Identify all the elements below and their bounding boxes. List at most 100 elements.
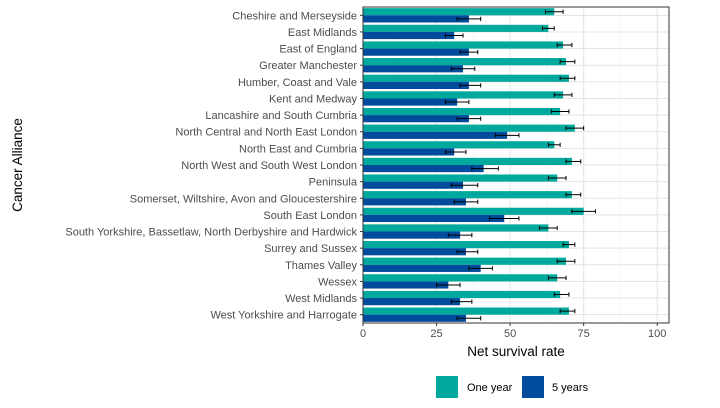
error-bar-one-year-east-of-england (556, 42, 573, 48)
legend: One year 5 years (436, 376, 589, 398)
y-tick-label-east-midlands: East Midlands (288, 27, 358, 39)
error-bar-one-year-lancashire-and-south-cumbria (550, 109, 570, 114)
error-bar-5-years-north-west-and-south-west-london (471, 166, 499, 171)
bar-5-years-lancashire-and-south-cumbria (363, 115, 469, 123)
y-tick-label-humber-coast-and-vale: Humber, Coast and Vale (238, 77, 357, 89)
error-bar-5-years-wessex (436, 282, 461, 288)
bar-one-year-somerset-wiltshire-avon-and-gloucestershire (363, 191, 572, 199)
y-tick-label-lancashire-and-south-cumbria: Lancashire and South Cumbria (205, 110, 358, 122)
error-bar-one-year-south-east-london (571, 209, 596, 214)
error-bar-one-year-south-yorkshire-bassetlaw-north-derbyshire-and-hardwick (539, 225, 558, 231)
x-tick-label-100: 100 (648, 328, 666, 340)
y-tick-label-north-east-and-cumbria: North East and Cumbria (239, 143, 358, 155)
error-bar-5-years-humber-coast-and-vale (459, 83, 482, 88)
bar-one-year-peninsula (363, 174, 558, 182)
bar-5-years-surrey-and-sussex (363, 248, 466, 256)
bar-one-year-greater-manchester (363, 58, 567, 66)
legend-label-5-years: 5 years (552, 382, 589, 394)
bar-one-year-lancashire-and-south-cumbria (363, 107, 561, 116)
bar-5-years-west-midlands (363, 298, 461, 306)
error-bar-5-years-surrey-and-sussex (456, 249, 479, 254)
bar-5-years-north-central-and-north-east-london (363, 131, 508, 139)
y-tick-label-wessex: Wessex (318, 276, 357, 288)
x-tick-label-75: 75 (578, 328, 590, 340)
bar-5-years-cheshire-and-merseyside (363, 15, 469, 23)
bar-5-years-west-yorkshire-and-harrogate (363, 314, 466, 322)
error-bar-one-year-thames-valley (556, 259, 576, 264)
y-tick-label-west-midlands: West Midlands (285, 293, 357, 305)
error-bar-one-year-west-midlands (553, 292, 570, 297)
bar-one-year-south-yorkshire-bassetlaw-north-derbyshire-and-hardwick (363, 224, 549, 232)
error-bar-one-year-surrey-and-sussex (562, 242, 576, 247)
bar-one-year-cheshire-and-merseyside (363, 8, 555, 16)
y-axis-title: Cancer Alliance (10, 118, 25, 212)
y-tick-label-west-yorkshire-and-harrogate: West Yorkshire and Harrogate (210, 310, 357, 322)
y-tick-label-kent-and-medway: Kent and Medway (269, 93, 358, 105)
y-tick-label-south-east-london: South East London (263, 210, 357, 222)
bar-5-years-greater-manchester (363, 65, 464, 73)
bar-one-year-north-central-and-north-east-london (363, 124, 575, 132)
x-tick-labels: 0 25 50 75 100 (360, 323, 666, 340)
error-bar-one-year-north-east-and-cumbria (547, 142, 561, 147)
bar-one-year-thames-valley (363, 257, 567, 265)
bar-5-years-east-midlands (363, 31, 455, 40)
error-bars (436, 9, 596, 321)
error-bar-one-year-east-midlands (541, 26, 555, 31)
y-tick-label-east-of-england: East of England (279, 44, 357, 56)
error-bar-one-year-humber-coast-and-vale (559, 76, 576, 81)
y-tick-label-peninsula: Peninsula (309, 177, 358, 189)
bar-5-years-somerset-wiltshire-avon-and-gloucestershire (363, 198, 466, 206)
legend-label-one-year: One year (467, 382, 513, 394)
bar-5-years-east-of-england (363, 48, 469, 56)
bar-one-year-east-of-england (363, 41, 564, 49)
bar-5-years-kent-and-medway (363, 98, 458, 106)
y-tick-label-thames-valley: Thames Valley (285, 260, 357, 272)
error-bar-one-year-wessex (547, 275, 567, 280)
error-bar-5-years-cheshire-and-merseyside (456, 16, 482, 22)
y-tick-label-greater-manchester: Greater Manchester (259, 60, 357, 72)
y-tick-labels: Cheshire and Merseyside East Midlands East… (65, 10, 363, 322)
error-bar-5-years-thames-valley (468, 266, 493, 271)
bar-one-year-humber-coast-and-vale (363, 74, 569, 82)
error-bar-5-years-south-east-london (489, 216, 520, 221)
bar-5-years-south-east-london (363, 214, 505, 223)
error-bar-one-year-kent-and-medway (553, 92, 573, 98)
bar-one-year-wessex (363, 274, 558, 282)
error-bar-5-years-west-midlands (450, 299, 473, 304)
error-bar-one-year-north-central-and-north-east-london (565, 126, 585, 131)
bar-one-year-south-east-london (363, 207, 584, 215)
bar-5-years-wessex (363, 281, 449, 289)
bar-5-years-humber-coast-and-vale (363, 81, 469, 89)
x-tick-label-25: 25 (430, 328, 442, 340)
error-bar-one-year-north-west-and-south-west-london (565, 159, 582, 164)
bar-one-year-north-east-and-cumbria (363, 141, 555, 149)
y-tick-label-north-west-and-south-west-london: North West and South West London (181, 160, 357, 172)
error-bar-5-years-greater-manchester (450, 66, 476, 71)
bar-5-years-thames-valley (363, 264, 481, 272)
bar-5-years-peninsula (363, 181, 464, 189)
error-bar-5-years-lancashire-and-south-cumbria (456, 116, 482, 121)
error-bar-5-years-north-east-and-cumbria (444, 149, 467, 155)
legend-swatch-one-year (436, 376, 458, 398)
legend-swatch-5-years (522, 376, 544, 398)
error-bar-one-year-greater-manchester (559, 59, 576, 64)
bar-5-years-north-east-and-cumbria (363, 148, 455, 156)
error-bar-one-year-somerset-wiltshire-avon-and-gloucestershire (565, 192, 582, 197)
bar-5-years-north-west-and-south-west-london (363, 165, 484, 173)
error-bar-5-years-south-yorkshire-bassetlaw-north-derbyshire-and-hardwick (447, 232, 473, 238)
bar-one-year-kent-and-medway (363, 91, 564, 99)
bar-one-year-east-midlands (363, 24, 549, 32)
bar-one-year-surrey-and-sussex (363, 241, 569, 249)
bar-one-year-north-west-and-south-west-london (363, 157, 572, 165)
y-tick-label-south-yorkshire-bassetlaw-north-derbyshire-and-hardwick: South Yorkshire, Bassetlaw, North Derbys… (65, 227, 357, 239)
y-tick-label-north-central-and-north-east-london: North Central and North East London (175, 127, 357, 139)
error-bar-one-year-peninsula (547, 175, 567, 181)
error-bar-5-years-west-yorkshire-and-harrogate (456, 316, 482, 321)
error-bar-5-years-somerset-wiltshire-avon-and-gloucestershire (453, 199, 479, 204)
x-axis-title: Net survival rate (467, 344, 565, 359)
error-bar-5-years-peninsula (450, 183, 479, 188)
error-bar-one-year-cheshire-and-merseyside (544, 9, 564, 14)
error-bar-5-years-east-midlands (444, 33, 464, 38)
